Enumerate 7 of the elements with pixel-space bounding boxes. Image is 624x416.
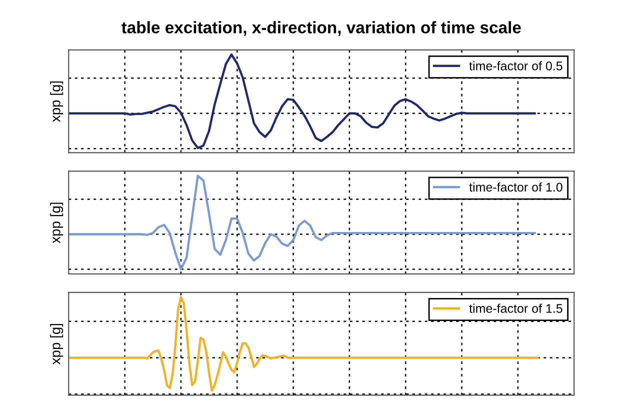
chart-title: table excitation, x-direction, variation of time scale <box>122 21 521 36</box>
y-axis-title: xpp [g] <box>50 81 64 122</box>
y-axis-title: xpp [g] <box>50 324 64 365</box>
legend-label: time-factor of 1.0 <box>469 182 562 192</box>
y-axis-title: xpp [g] <box>50 202 64 244</box>
legend-label: time-factor of 0.5 <box>469 61 562 70</box>
legend-label: time-factor of 1.5 <box>469 304 562 313</box>
